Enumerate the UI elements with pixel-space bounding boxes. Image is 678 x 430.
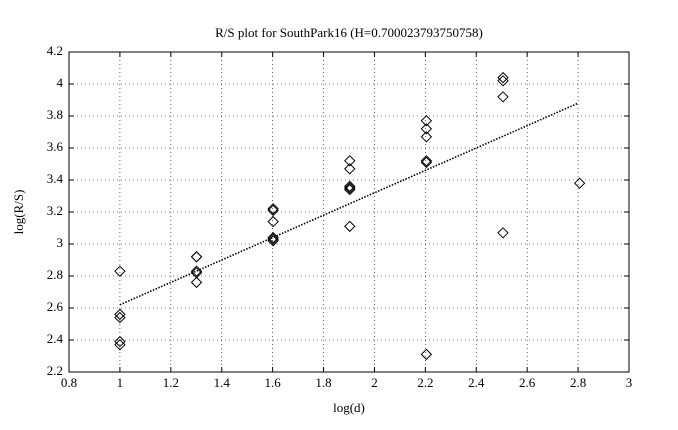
- x-tick-label: 2: [371, 375, 378, 390]
- y-tick-label: 3.6: [47, 139, 64, 154]
- point: [267, 204, 279, 217]
- point: [190, 276, 203, 289]
- y-tick-label: 2.2: [47, 363, 63, 378]
- plot-frame: [68, 51, 630, 373]
- point: [267, 233, 279, 245]
- point: [114, 308, 126, 321]
- point: [267, 203, 279, 215]
- point: [114, 311, 126, 324]
- y-tick-label: 4.2: [47, 43, 63, 58]
- x-tick-label: 1.8: [315, 375, 331, 390]
- x-tick-label: 3: [626, 375, 633, 390]
- x-axis-label: log(d): [333, 400, 365, 415]
- point: [497, 91, 509, 103]
- x-tick-label: 1.4: [214, 375, 231, 390]
- point: [497, 75, 509, 87]
- point: [420, 123, 433, 135]
- point: [573, 177, 586, 189]
- x-tick-label: 1.6: [265, 375, 282, 390]
- y-tick-label: 2.6: [47, 299, 64, 314]
- x-tick-label: 2.6: [519, 375, 536, 390]
- point: [190, 251, 203, 263]
- x-tick-label: 0.8: [61, 375, 77, 390]
- x-tick-label: 2.4: [468, 375, 485, 390]
- x-tick-label: 2.2: [417, 375, 433, 390]
- point: [497, 71, 509, 84]
- y-tick-label: 3.8: [47, 107, 63, 122]
- point: [344, 220, 356, 233]
- point: [344, 182, 356, 194]
- point: [344, 180, 356, 193]
- y-tick-label: 3.2: [47, 203, 63, 218]
- y-tick-label: 2.8: [47, 267, 63, 282]
- point: [497, 227, 509, 239]
- point: [344, 163, 356, 175]
- point: [344, 183, 356, 196]
- y-tick-label: 3.4: [47, 171, 64, 186]
- x-tick-label: 1.2: [163, 375, 179, 390]
- point: [420, 131, 433, 143]
- y-tick-label: 3: [57, 235, 64, 250]
- point: [190, 251, 203, 263]
- point: [420, 348, 433, 361]
- point: [420, 115, 433, 127]
- y-tick-label: 4: [57, 75, 64, 90]
- point: [420, 155, 433, 167]
- chart-title: R/S plot for SouthPark16 (H=0.7000237937…: [215, 25, 483, 40]
- point: [267, 235, 279, 247]
- point: [267, 215, 279, 228]
- point: [114, 265, 126, 277]
- point: [420, 156, 433, 169]
- point: [114, 335, 126, 348]
- point: [114, 339, 126, 351]
- point: [344, 155, 356, 167]
- fit-line: [119, 102, 579, 306]
- y-axis-label: log(R/S): [11, 190, 26, 235]
- x-tick-label: 2.8: [570, 375, 586, 390]
- x-tick-label: 1: [117, 375, 124, 390]
- y-tick-label: 2.4: [47, 331, 64, 346]
